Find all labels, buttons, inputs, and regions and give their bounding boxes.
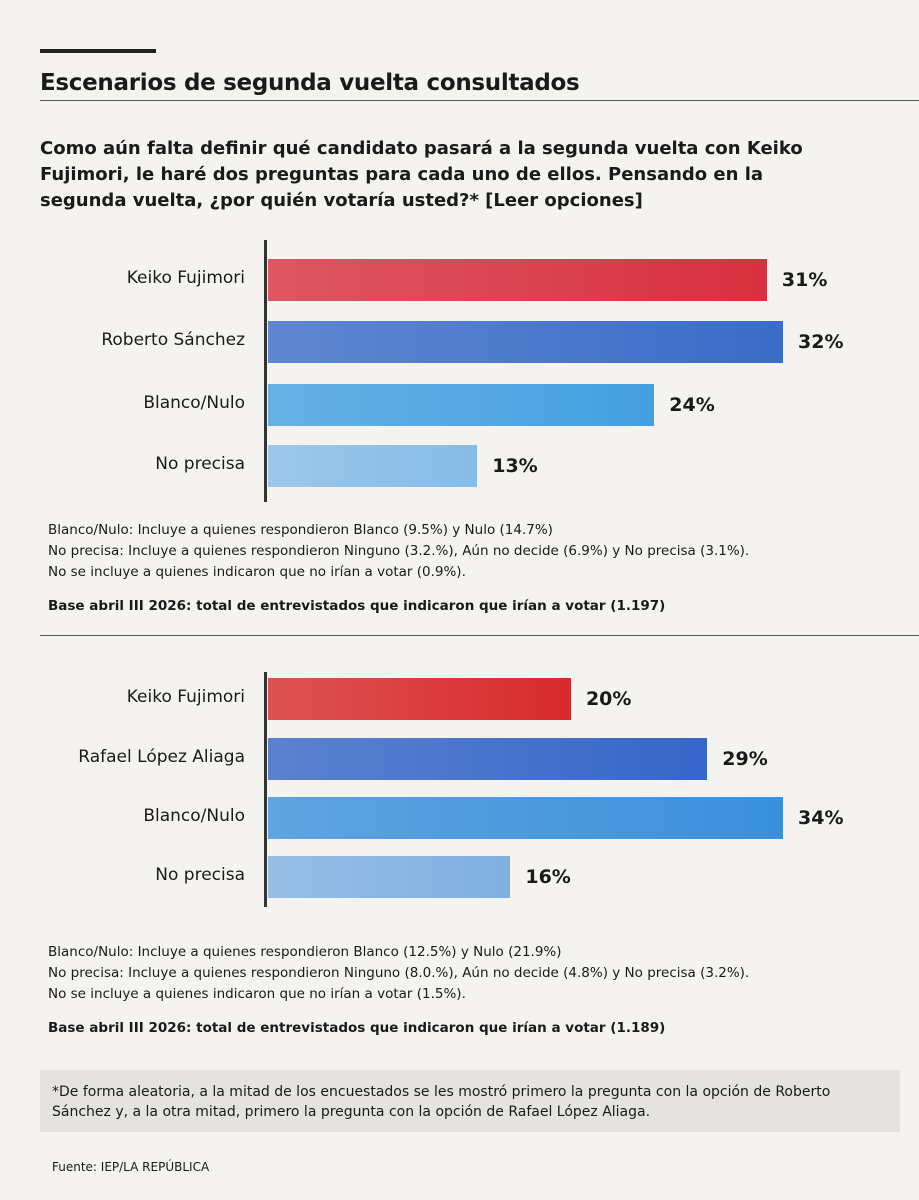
rule <box>40 49 156 53</box>
rule <box>40 100 919 101</box>
category-label: No precisa <box>155 454 245 474</box>
bar <box>268 259 767 301</box>
bar <box>268 445 478 487</box>
value-label: 20% <box>585 688 632 710</box>
category-label: Keiko Fujimori <box>126 687 245 707</box>
base-note: Base abril III 2026: total de entrevista… <box>48 598 666 614</box>
category-label: No precisa <box>155 865 245 885</box>
footnote-box <box>40 1070 900 1132</box>
bar <box>268 856 511 898</box>
bar <box>268 321 783 363</box>
category-label: Rafael López Aliaga <box>78 747 245 767</box>
note: Blanco/Nulo: Incluye a quienes respondie… <box>48 944 562 960</box>
source: Fuente: IEP/LA REPÚBLICA <box>52 1160 210 1174</box>
category-label: Keiko Fujimori <box>126 268 245 288</box>
category-label: Blanco/Nulo <box>143 393 245 413</box>
base-note: Base abril III 2026: total de entrevista… <box>48 1020 666 1036</box>
divider <box>40 635 919 636</box>
bar <box>268 738 708 780</box>
note: No precisa: Incluye a quienes respondier… <box>48 965 750 981</box>
axis-line <box>264 240 267 502</box>
axis-line <box>264 672 267 907</box>
title: Escenarios de segunda vuelta consultados <box>40 70 580 96</box>
value-label: 24% <box>669 394 715 416</box>
bar <box>268 797 783 839</box>
value-label: 31% <box>781 269 828 291</box>
note: Blanco/Nulo: Incluye a quienes respondie… <box>48 522 553 538</box>
category-label: Roberto Sánchez <box>101 330 245 350</box>
category-label: Blanco/Nulo <box>143 806 245 826</box>
value-label: 34% <box>798 807 844 829</box>
note: No se incluye a quienes indicaron que no… <box>48 986 466 1002</box>
value-label: 13% <box>492 455 538 477</box>
note: No precisa: Incluye a quienes respondier… <box>48 543 750 559</box>
question: Como aún falta definir qué candidato pas… <box>40 138 803 211</box>
value-label: 29% <box>722 748 768 770</box>
footnote: *De forma aleatoria, a la mitad de los e… <box>52 1084 831 1120</box>
bar <box>268 678 571 720</box>
value-label: 32% <box>798 331 844 353</box>
bar <box>268 384 655 426</box>
note: No se incluye a quienes indicaron que no… <box>48 564 466 580</box>
value-label: 16% <box>525 866 571 888</box>
